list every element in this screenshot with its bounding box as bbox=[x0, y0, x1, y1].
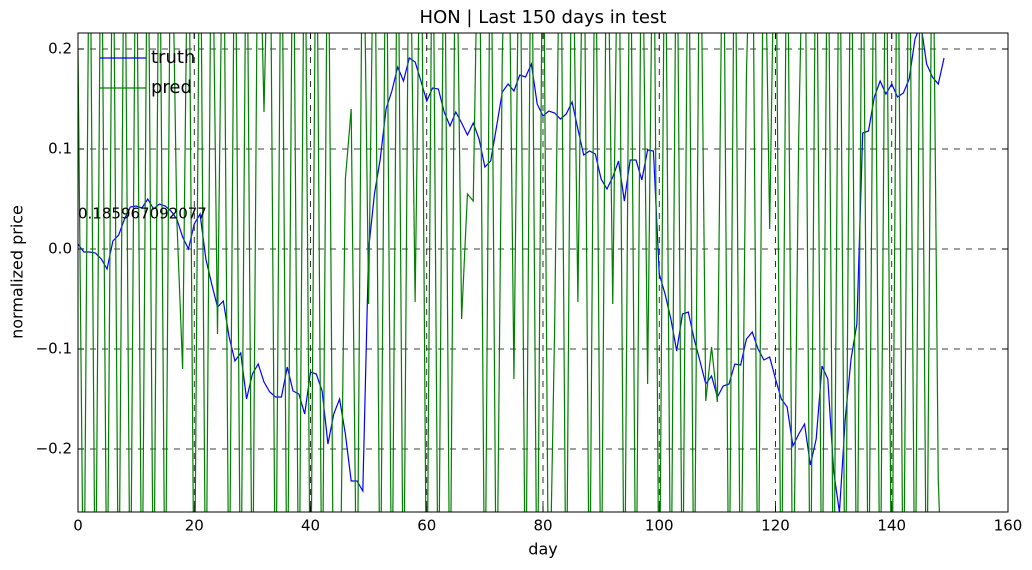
y-tick-label: −0.1 bbox=[36, 340, 72, 358]
y-axis-label: normalized price bbox=[8, 205, 27, 339]
x-tick-label: 100 bbox=[645, 517, 674, 535]
plot-area bbox=[78, 33, 945, 512]
x-tick-label: 60 bbox=[417, 517, 436, 535]
y-tick-label: 0.0 bbox=[48, 240, 72, 258]
chart-title: HON | Last 150 days in test bbox=[420, 7, 667, 28]
annotation: 0.185967092077 bbox=[78, 205, 207, 223]
series-line bbox=[78, 33, 940, 512]
x-tick-label: 120 bbox=[761, 517, 790, 535]
legend-label: truth bbox=[151, 47, 195, 68]
legend-label: pred bbox=[151, 77, 192, 98]
y-tick-label: 0.2 bbox=[48, 40, 72, 58]
x-tick-label: 40 bbox=[301, 517, 320, 535]
plot-frame bbox=[77, 32, 1009, 513]
y-tick-label: 0.1 bbox=[48, 140, 72, 158]
x-axis-label: day bbox=[528, 540, 557, 559]
x-tick-label: 20 bbox=[185, 517, 204, 535]
y-tick-label: −0.2 bbox=[36, 440, 72, 458]
x-tick-label: 0 bbox=[73, 517, 83, 535]
x-tick-label: 160 bbox=[994, 517, 1023, 535]
x-tick-label: 140 bbox=[877, 517, 906, 535]
x-tick-label: 80 bbox=[533, 517, 552, 535]
